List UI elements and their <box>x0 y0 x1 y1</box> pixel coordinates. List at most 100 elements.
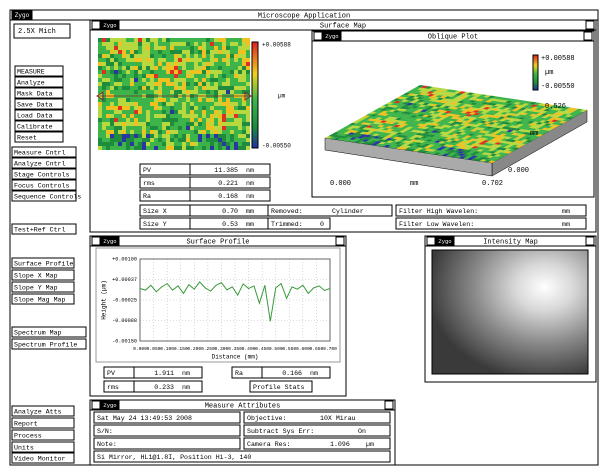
map-cell <box>150 42 154 46</box>
map-cell <box>126 86 130 90</box>
map-cell <box>130 90 134 94</box>
map-cell <box>218 50 222 54</box>
map-cell <box>186 62 190 66</box>
map-cell <box>110 114 114 118</box>
map-cell <box>206 70 210 74</box>
map-cell <box>122 114 126 118</box>
map-cell <box>98 106 102 110</box>
map-cell <box>226 62 230 66</box>
close-icon[interactable] <box>92 237 100 245</box>
map-cell <box>206 98 210 102</box>
map-cell <box>142 110 146 114</box>
map-cell <box>206 78 210 82</box>
resize-icon[interactable] <box>336 237 344 245</box>
map-cell <box>202 74 206 78</box>
map-cell <box>230 110 234 114</box>
map-cell <box>118 106 122 110</box>
map-cell <box>142 134 146 138</box>
panel-title: Measure Attributes <box>205 402 281 410</box>
resize-icon[interactable] <box>385 401 393 409</box>
map-cell <box>198 98 202 102</box>
map-cell <box>178 86 182 90</box>
map-cell <box>194 110 198 114</box>
map-cell <box>194 82 198 86</box>
map-cell <box>214 58 218 62</box>
map-cell <box>174 82 178 86</box>
color-bar <box>252 42 258 148</box>
map-cell <box>122 38 126 42</box>
map-cell <box>150 86 154 90</box>
map-cell <box>122 138 126 142</box>
map-cell <box>110 66 114 70</box>
map-cell <box>142 54 146 58</box>
map-cell <box>110 74 114 78</box>
map-cell <box>190 70 194 74</box>
map-cell <box>98 78 102 82</box>
map-cell <box>234 58 238 62</box>
map-cell <box>170 126 174 130</box>
close-icon[interactable] <box>314 32 322 40</box>
map-cell <box>186 122 190 126</box>
map-cell <box>230 70 234 74</box>
map-cell <box>238 58 242 62</box>
map-cell <box>142 126 146 130</box>
close-icon[interactable] <box>92 21 100 29</box>
map-cell <box>214 118 218 122</box>
map-cell <box>246 50 250 54</box>
map-cell <box>218 66 222 70</box>
map-cell <box>134 78 138 82</box>
map-cell <box>134 54 138 58</box>
close-icon[interactable] <box>427 237 435 245</box>
map-cell <box>150 38 154 42</box>
map-cell <box>210 58 214 62</box>
map-cell <box>106 46 110 50</box>
map-cell <box>186 142 190 146</box>
map-cell <box>158 138 162 142</box>
resize-icon[interactable] <box>586 21 594 29</box>
comment: Si Mirror, HL1@1.8I, Position Hi-3, 140 <box>97 454 251 461</box>
map-cell <box>158 114 162 118</box>
map-cell <box>122 70 126 74</box>
map-cell <box>214 74 218 78</box>
map-cell <box>122 98 126 102</box>
map-cell <box>126 78 130 82</box>
map-cell <box>242 130 246 134</box>
map-cell <box>134 42 138 46</box>
intensity-image <box>432 250 588 374</box>
map-cell <box>118 146 122 150</box>
date: Sat May 24 13:49:53 2008 <box>97 415 192 422</box>
map-cell <box>126 138 130 142</box>
map-cell <box>114 82 118 86</box>
map-cell <box>178 90 182 94</box>
map-cell <box>130 146 134 150</box>
map-cell <box>138 42 142 46</box>
map-cell <box>102 114 106 118</box>
map-cell <box>218 58 222 62</box>
map-cell <box>222 78 226 82</box>
map-cell <box>178 106 182 110</box>
resize-icon[interactable] <box>586 237 594 245</box>
map-cell <box>170 70 174 74</box>
map-cell <box>246 106 250 110</box>
map-cell <box>106 38 110 42</box>
map-cell <box>230 146 234 150</box>
map-cell <box>206 146 210 150</box>
y-tick-label: +0.00100 <box>112 256 137 262</box>
map-cell <box>154 86 158 90</box>
map-cell <box>226 114 230 118</box>
map-cell <box>210 102 214 106</box>
camera-unit: µm <box>366 441 374 448</box>
map-cell <box>150 142 154 146</box>
map-cell <box>114 138 118 142</box>
map-cell <box>226 110 230 114</box>
map-cell <box>138 114 142 118</box>
map-cell <box>162 114 166 118</box>
map-cell <box>198 90 202 94</box>
resize-icon[interactable] <box>584 32 592 40</box>
map-cell <box>230 42 234 46</box>
map-cell <box>226 126 230 130</box>
map-cell <box>98 110 102 114</box>
map-cell <box>166 146 170 150</box>
close-icon[interactable] <box>92 401 100 409</box>
x-tick-label: 0.400 <box>242 346 256 352</box>
